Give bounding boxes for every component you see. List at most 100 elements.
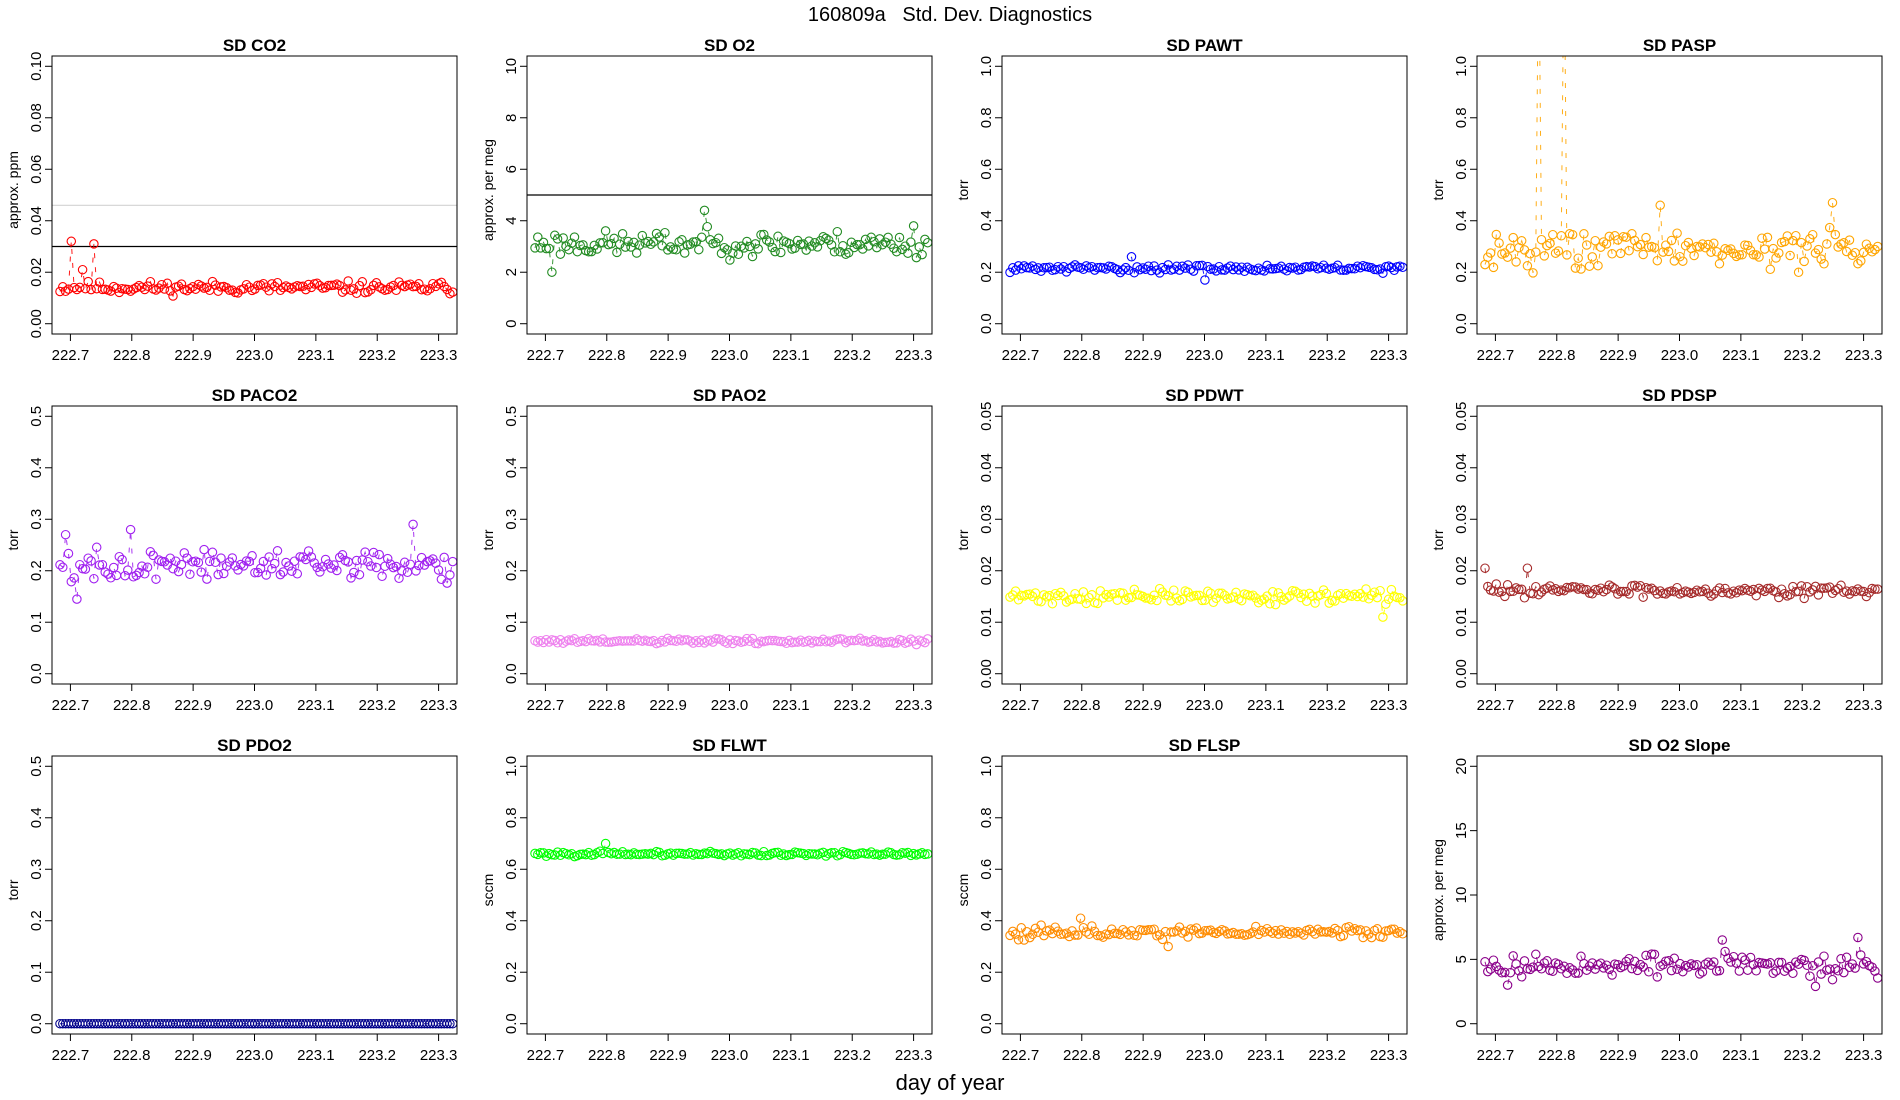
data-point bbox=[272, 546, 283, 556]
data-point bbox=[620, 242, 631, 252]
data-point bbox=[1378, 268, 1388, 278]
data-point bbox=[1332, 260, 1343, 271]
data-point bbox=[538, 237, 549, 248]
data-point bbox=[397, 566, 407, 576]
x-tick-label: 222.8 bbox=[1538, 347, 1576, 364]
series-group bbox=[1480, 563, 1882, 604]
panel-sd-pdsp: SD PDSP torr 222.7 222.8 222.9 223.0 223.1 22… bbox=[1425, 382, 1900, 732]
data-point bbox=[1672, 582, 1682, 593]
data-point bbox=[185, 569, 195, 580]
data-point bbox=[1522, 563, 1533, 573]
data-point bbox=[1700, 959, 1711, 969]
x-tick-label: 223.1 bbox=[297, 697, 335, 714]
data-point bbox=[1106, 262, 1117, 272]
data-point bbox=[1793, 267, 1804, 278]
y-tick-label: 0.5 bbox=[28, 406, 45, 427]
data-point bbox=[1146, 265, 1156, 276]
y-tick-label: 8 bbox=[503, 114, 520, 122]
x-tick-label: 222.7 bbox=[52, 1047, 90, 1064]
data-point bbox=[1615, 586, 1626, 597]
data-point bbox=[1683, 962, 1694, 972]
data-point bbox=[747, 251, 758, 262]
data-point bbox=[1010, 929, 1021, 939]
data-point bbox=[1508, 232, 1518, 243]
data-point bbox=[1514, 584, 1524, 595]
x-tick-label: 222.9 bbox=[1599, 697, 1637, 714]
data-point bbox=[1217, 265, 1227, 275]
data-point bbox=[1050, 588, 1060, 599]
y-tick-label: 0.2 bbox=[503, 560, 520, 581]
data-point bbox=[1025, 589, 1035, 599]
plot-area: 222.7 222.8 222.9 223.0 223.1 223.2 223.3 0.0 0.… bbox=[978, 755, 1408, 1064]
data-point bbox=[1553, 246, 1564, 256]
data-point bbox=[439, 552, 449, 563]
data-point bbox=[1191, 261, 1202, 271]
data-point bbox=[1039, 263, 1049, 273]
x-tick-label: 223.2 bbox=[833, 697, 871, 714]
data-point bbox=[1132, 262, 1142, 272]
data-point bbox=[66, 236, 77, 247]
data-point bbox=[371, 562, 382, 573]
data-point bbox=[1516, 236, 1527, 246]
data-point bbox=[555, 249, 566, 259]
data-point bbox=[1166, 927, 1176, 937]
data-point bbox=[1754, 252, 1764, 262]
plot-area: 222.7 222.8 222.9 223.0 223.1 223.2 223.3 0.00 0… bbox=[28, 52, 458, 364]
data-point bbox=[1044, 590, 1055, 601]
data-point bbox=[1528, 268, 1538, 278]
data-point bbox=[705, 846, 715, 857]
data-point bbox=[1607, 582, 1617, 592]
series-line bbox=[1484, 568, 1878, 600]
data-point bbox=[106, 573, 116, 583]
data-point bbox=[374, 282, 384, 292]
data-point bbox=[846, 237, 857, 248]
data-point bbox=[1154, 268, 1165, 278]
data-point bbox=[332, 565, 342, 576]
data-point bbox=[1564, 963, 1575, 973]
data-point bbox=[1039, 590, 1049, 600]
data-point bbox=[1613, 589, 1623, 599]
data-point bbox=[643, 236, 653, 247]
data-point bbox=[264, 552, 274, 562]
panel-title: SD O2 bbox=[703, 36, 756, 55]
data-point bbox=[1282, 266, 1292, 276]
data-point bbox=[1248, 590, 1258, 600]
data-point bbox=[1635, 239, 1646, 250]
y-tick-label: 0.3 bbox=[503, 509, 520, 530]
series-line bbox=[1009, 256, 1403, 281]
data-point bbox=[221, 283, 232, 293]
data-point bbox=[1802, 960, 1812, 971]
data-point bbox=[674, 237, 684, 247]
data-point bbox=[1813, 957, 1824, 967]
data-point bbox=[1607, 970, 1617, 980]
y-tick-label: 0.2 bbox=[503, 962, 520, 983]
x-tick-label: 223.0 bbox=[1661, 347, 1699, 364]
data-point bbox=[1830, 964, 1841, 974]
y-tick-label: 10 bbox=[1453, 887, 1470, 904]
data-point bbox=[1836, 954, 1846, 964]
x-tick-label: 223.2 bbox=[1783, 347, 1821, 364]
data-point bbox=[329, 560, 339, 570]
y-tick-label: 1.0 bbox=[978, 756, 995, 777]
x-tick-label: 222.9 bbox=[1124, 1047, 1162, 1064]
series-group bbox=[1005, 252, 1407, 285]
data-point bbox=[1618, 586, 1629, 597]
y-tick-label: 0.8 bbox=[978, 807, 995, 828]
y-tick-label: 0.6 bbox=[978, 859, 995, 880]
data-point bbox=[843, 248, 854, 258]
data-point bbox=[552, 234, 563, 244]
data-point bbox=[1680, 240, 1691, 251]
data-point bbox=[1562, 250, 1572, 260]
data-point bbox=[1799, 593, 1809, 604]
data-point bbox=[60, 286, 71, 297]
x-tick-label: 222.9 bbox=[1599, 1047, 1637, 1064]
y-tick-label: 0.06 bbox=[28, 155, 45, 184]
data-point bbox=[744, 241, 755, 252]
data-point bbox=[696, 232, 707, 243]
x-tick-label: 222.8 bbox=[113, 697, 151, 714]
data-point bbox=[1856, 256, 1866, 266]
data-point bbox=[411, 281, 421, 292]
series-group bbox=[530, 205, 932, 277]
data-point bbox=[1075, 913, 1086, 923]
data-point bbox=[442, 578, 452, 588]
